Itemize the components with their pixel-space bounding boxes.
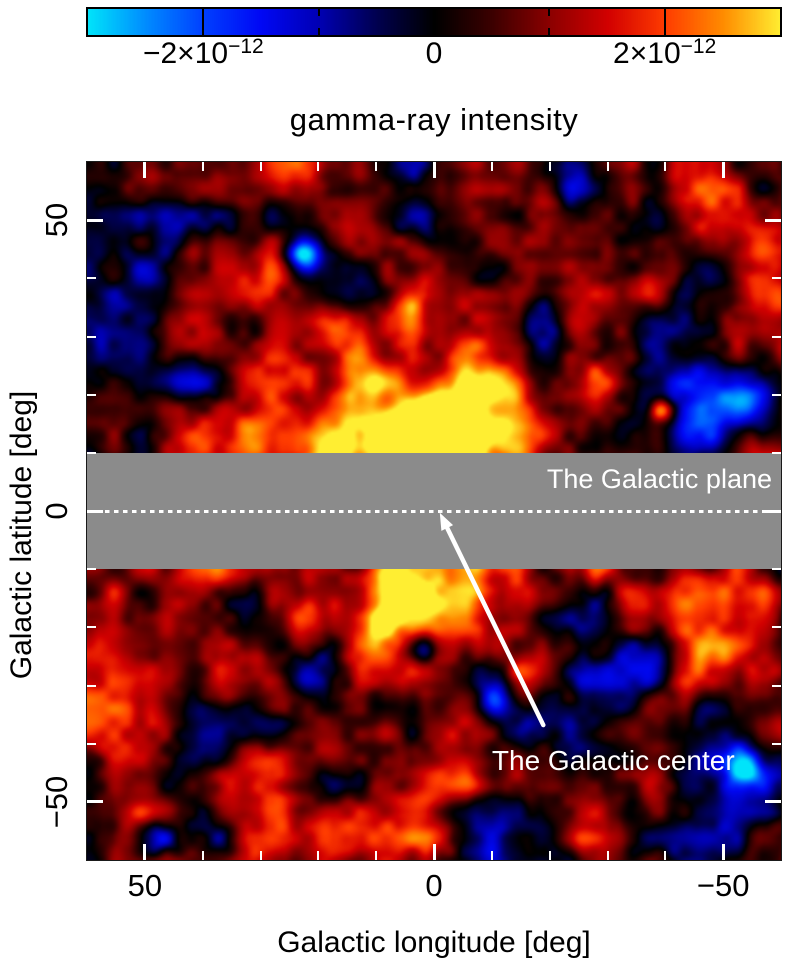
galactic-center-label: The Galactic center bbox=[491, 744, 735, 776]
colorbar-minor-tick bbox=[548, 28, 551, 35]
y-tick-label: 0 bbox=[39, 502, 74, 520]
colorbar-label-pos2e-12: 2×10−12 bbox=[613, 35, 717, 75]
axis-tick bbox=[87, 800, 103, 804]
axis-tick bbox=[721, 844, 725, 860]
colorbar-label-zero: 0 bbox=[426, 36, 443, 75]
axis-tick bbox=[201, 851, 204, 860]
chart-title: gamma-ray intensity bbox=[289, 102, 579, 137]
axis-tick bbox=[664, 851, 667, 860]
colorbar-minor-tick bbox=[548, 9, 551, 16]
axis-tick bbox=[490, 851, 493, 860]
colorbar-gradient bbox=[88, 9, 780, 35]
y-tick-label: 50 bbox=[39, 202, 74, 238]
axis-tick bbox=[772, 626, 781, 629]
x-tick-label: 0 bbox=[425, 868, 443, 903]
axis-tick bbox=[87, 335, 96, 338]
axis-tick bbox=[87, 626, 96, 629]
axis-tick bbox=[548, 851, 551, 860]
axis-tick bbox=[201, 162, 204, 171]
y-axis-title: Galactic latitude [deg] bbox=[5, 390, 38, 680]
axis-tick bbox=[772, 277, 781, 280]
axis-tick bbox=[259, 162, 262, 171]
colorbar-label-exponent: −12 bbox=[228, 35, 264, 58]
y-tick-label: −50 bbox=[39, 775, 74, 829]
axis-tick bbox=[143, 844, 147, 860]
axis-tick bbox=[772, 742, 781, 745]
x-tick-label: −50 bbox=[696, 868, 750, 903]
colorbar-major-tick bbox=[663, 9, 666, 35]
axis-tick bbox=[317, 851, 320, 860]
axis-tick bbox=[87, 568, 96, 571]
axis-tick bbox=[432, 844, 436, 860]
axis-tick bbox=[259, 851, 262, 860]
axis-tick bbox=[772, 684, 781, 687]
axis-tick bbox=[87, 684, 96, 687]
colorbar-label-main: 0 bbox=[425, 37, 443, 70]
axis-tick bbox=[87, 277, 96, 280]
galactic-plane-label: The Galactic plane bbox=[546, 463, 772, 494]
axis-tick bbox=[772, 568, 781, 571]
colorbar-major-tick bbox=[202, 9, 205, 35]
colorbar-minor-tick bbox=[317, 9, 320, 16]
colorbar-label-main: 2×10 bbox=[613, 37, 681, 70]
sky-map-plot-area: The Galactic plane The Galactic center bbox=[86, 161, 782, 861]
axis-tick bbox=[772, 335, 781, 338]
axis-tick bbox=[143, 162, 147, 178]
axis-tick bbox=[490, 162, 493, 171]
axis-tick bbox=[87, 218, 103, 222]
axis-tick bbox=[87, 393, 96, 396]
axis-tick bbox=[772, 393, 781, 396]
axis-tick bbox=[87, 509, 103, 513]
colorbar bbox=[86, 7, 782, 37]
axis-tick bbox=[317, 162, 320, 171]
galactic-plane-dotted-line bbox=[87, 509, 781, 513]
colorbar-label-main: −2×10 bbox=[142, 37, 229, 70]
axis-tick bbox=[87, 742, 96, 745]
axis-tick bbox=[606, 851, 609, 860]
axis-tick bbox=[765, 218, 781, 222]
axis-tick bbox=[721, 162, 725, 178]
x-tick-label: 50 bbox=[127, 868, 163, 903]
axis-tick bbox=[375, 851, 378, 860]
x-axis-title: Galactic longitude [deg] bbox=[277, 926, 591, 959]
axis-tick bbox=[375, 162, 378, 171]
axis-tick bbox=[765, 800, 781, 804]
axis-tick bbox=[606, 162, 609, 171]
axis-tick bbox=[772, 451, 781, 454]
colorbar-labels: −2×10−12 0 2×10−12 bbox=[86, 35, 782, 75]
axis-tick bbox=[664, 162, 667, 171]
colorbar-label-neg2e-12: −2×10−12 bbox=[142, 35, 264, 75]
axis-tick bbox=[765, 509, 781, 513]
axis-tick bbox=[87, 451, 96, 454]
axis-tick bbox=[432, 162, 436, 178]
colorbar-minor-tick bbox=[317, 28, 320, 35]
colorbar-label-exponent: −12 bbox=[680, 35, 717, 58]
axis-tick bbox=[548, 162, 551, 171]
